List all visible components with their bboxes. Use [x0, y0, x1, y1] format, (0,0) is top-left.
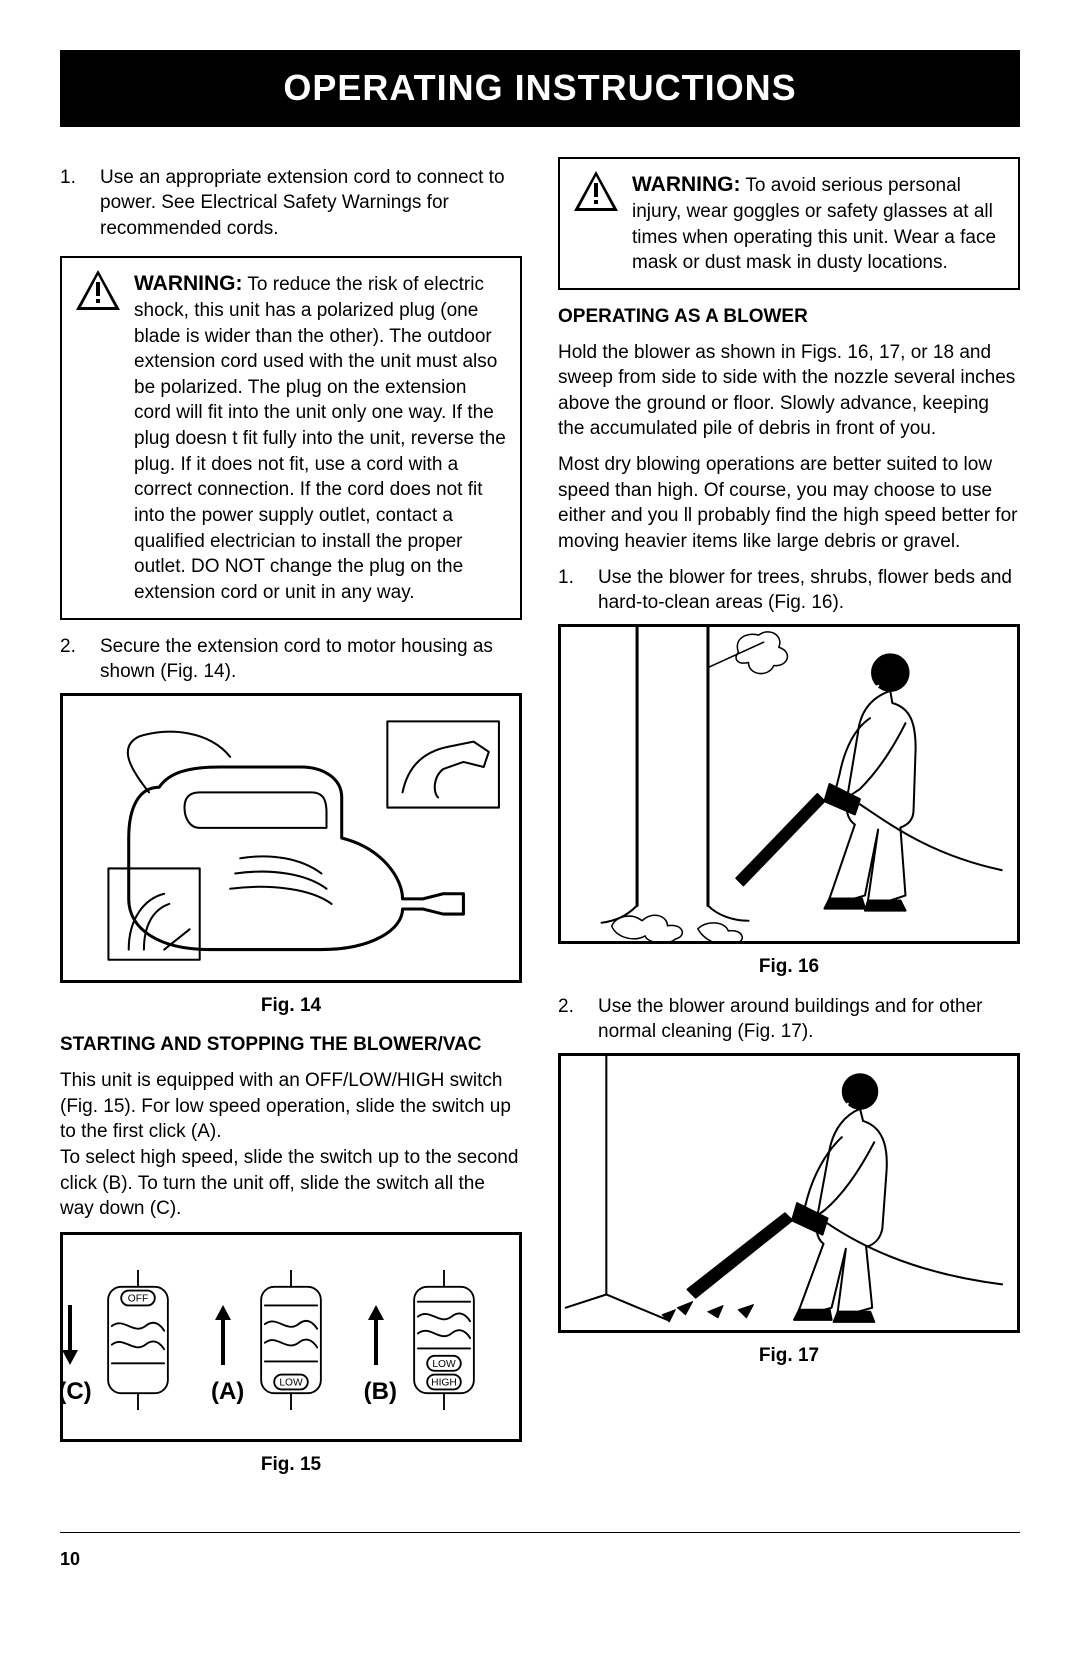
- paragraph: This unit is equipped with an OFF/LOW/HI…: [60, 1068, 522, 1222]
- svg-text:LOW: LOW: [279, 1378, 303, 1389]
- step-text: Use an appropriate extension cord to con…: [100, 165, 522, 242]
- arrow-up-icon: [213, 1300, 233, 1370]
- figure-15-box: OFF (C): [60, 1232, 522, 1442]
- warning-title: WARNING:: [134, 272, 243, 295]
- step-num: 1.: [558, 565, 580, 616]
- step-text: Secure the extension cord to motor housi…: [100, 634, 522, 685]
- para-text: This unit is equipped with an OFF/LOW/HI…: [60, 1070, 511, 1142]
- page-number: 10: [60, 1547, 1020, 1571]
- step-2: 2. Secure the extension cord to motor ho…: [60, 634, 522, 685]
- step-num: 1.: [60, 165, 82, 242]
- switch-illustration: LOW: [241, 1270, 341, 1410]
- switch-a: LOW (A): [241, 1270, 341, 1410]
- switch-row: OFF (C): [63, 1250, 519, 1424]
- switch-label-a: (A): [211, 1376, 244, 1408]
- right-column: WARNING: To avoid serious personal injur…: [558, 157, 1020, 1492]
- figure-17-box: [558, 1053, 1020, 1333]
- warning-icon: [574, 171, 618, 211]
- step-num: 2.: [60, 634, 82, 685]
- svg-text:LOW: LOW: [432, 1359, 456, 1370]
- switch-illustration: OFF: [88, 1270, 188, 1410]
- paragraph: Most dry blowing operations are better s…: [558, 452, 1020, 555]
- step-1-right: 1. Use the blower for trees, shrubs, flo…: [558, 565, 1020, 616]
- step-text: Use the blower around buildings and for …: [598, 994, 1020, 1045]
- arrow-up-icon: [366, 1300, 386, 1370]
- figure-16-caption: Fig. 16: [558, 954, 1020, 980]
- step-2-right: 2. Use the blower around buildings and f…: [558, 994, 1020, 1045]
- svg-text:OFF: OFF: [128, 1294, 149, 1305]
- warning-title: WARNING:: [632, 173, 741, 196]
- footer-rule: [60, 1532, 1020, 1533]
- arrow-down-icon: [60, 1300, 80, 1370]
- step-num: 2.: [558, 994, 580, 1045]
- step-text: Use the blower for trees, shrubs, flower…: [598, 565, 1020, 616]
- svg-text:HIGH: HIGH: [431, 1378, 457, 1389]
- section-heading-blower: OPERATING AS A BLOWER: [558, 304, 1020, 330]
- figure-16-box: [558, 624, 1020, 944]
- figure-14-illustration: [63, 696, 519, 980]
- paragraph: Hold the blower as shown in Figs. 16, 17…: [558, 340, 1020, 443]
- warning-body: To reduce the risk of electric shock, th…: [134, 274, 506, 603]
- switch-b: LOW HIGH (B): [394, 1270, 494, 1410]
- figure-14-caption: Fig. 14: [60, 993, 522, 1019]
- switch-label-b: (B): [364, 1376, 397, 1408]
- section-banner: OPERATING INSTRUCTIONS: [60, 50, 1020, 127]
- figure-14-box: [60, 693, 522, 983]
- switch-label-c: (C): [60, 1376, 92, 1408]
- switch-c: OFF (C): [88, 1270, 188, 1410]
- section-heading-start-stop: STARTING AND STOPPING THE BLOWER/VAC: [60, 1032, 522, 1058]
- warning-text: WARNING: To reduce the risk of electric …: [134, 270, 506, 606]
- warning-box-2: WARNING: To avoid serious personal injur…: [558, 157, 1020, 290]
- two-column-layout: 1. Use an appropriate extension cord to …: [60, 157, 1020, 1492]
- warning-box-1: WARNING: To reduce the risk of electric …: [60, 256, 522, 620]
- warning-text: WARNING: To avoid serious personal injur…: [632, 171, 1004, 276]
- figure-16-illustration: [561, 627, 1017, 941]
- figure-17-illustration: [561, 1056, 1017, 1330]
- para-text: To select high speed, slide the switch u…: [60, 1147, 518, 1219]
- left-column: 1. Use an appropriate extension cord to …: [60, 157, 522, 1492]
- step-1: 1. Use an appropriate extension cord to …: [60, 165, 522, 242]
- switch-illustration: LOW HIGH: [394, 1270, 494, 1410]
- warning-icon: [76, 270, 120, 310]
- figure-15-caption: Fig. 15: [60, 1452, 522, 1478]
- figure-17-caption: Fig. 17: [558, 1343, 1020, 1369]
